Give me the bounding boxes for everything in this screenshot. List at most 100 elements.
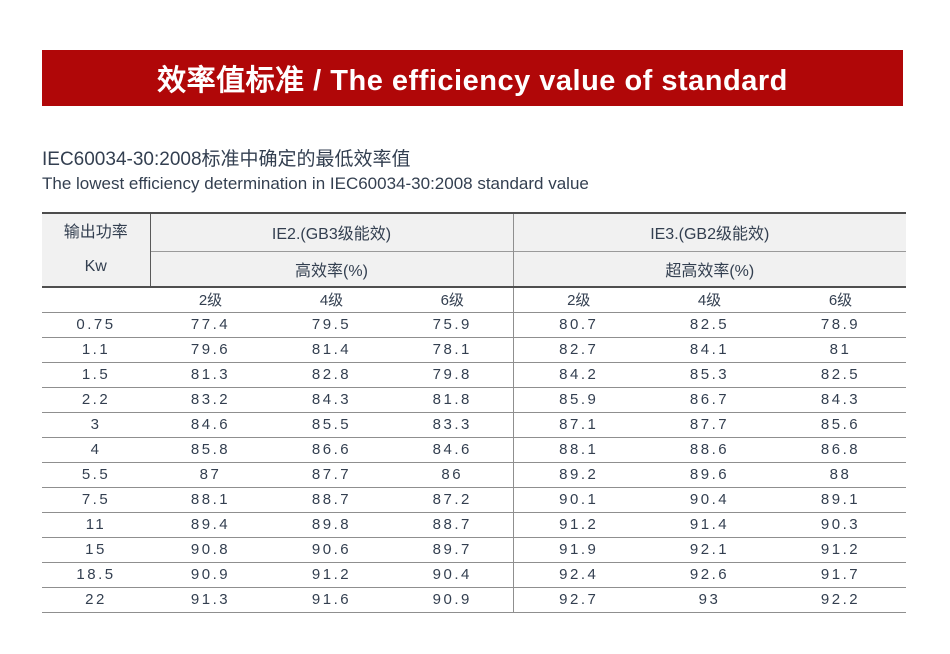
ie3-4p-value: 84.1: [644, 336, 775, 362]
ie3-6p-value: 91.7: [775, 561, 907, 587]
ie3-2p-value: 87.1: [513, 411, 644, 437]
section-header-banner: 效率值标准 / The efficiency value of standard: [42, 50, 903, 106]
ie3-4p-value: 82.5: [644, 311, 775, 337]
ie3-2p-value: 92.7: [513, 586, 644, 613]
poles-header-row: 2级 4级 6级 2级 4级 6级: [42, 286, 907, 312]
ie2-2p-value: 77.4: [150, 311, 271, 337]
ie3-2p-value: 92.4: [513, 561, 644, 587]
ie3-6p-value: 92.2: [775, 586, 907, 613]
ie3-6p-value: 89.1: [775, 486, 907, 512]
ie3-2p-value: 85.9: [513, 386, 644, 412]
ie2-6p-value: 75.9: [392, 311, 514, 337]
ie3-6p-value: 78.9: [775, 311, 907, 337]
kw-value: 4: [42, 436, 150, 462]
ie3-4p-value: 90.4: [644, 486, 775, 512]
kw-value: 3: [42, 411, 150, 437]
ie2-6p-value: 90.9: [392, 586, 514, 613]
output-power-label: 输出功率: [63, 224, 128, 241]
ie3-2p-value: 82.7: [513, 336, 644, 362]
ie2-4p-value: 91.6: [271, 586, 392, 613]
ie3-6p-value: 82.5: [775, 361, 907, 387]
table-row: 7.5 88.1 88.7 87.2 90.1 90.4 89.1: [42, 486, 907, 512]
standard-description: IEC60034-30:2008标准中确定的最低效率值 The lowest e…: [42, 147, 589, 196]
ie2-2p-value: 84.6: [150, 411, 271, 437]
ie3-4p-value: 93: [644, 586, 775, 613]
ie2-6p-value: 90.4: [392, 561, 514, 587]
ie2-group-header: IE2.(GB3级能效): [150, 213, 514, 251]
ie2-2p-value: 91.3: [150, 586, 271, 613]
ie2-4p-value: 84.3: [271, 386, 392, 412]
ie3-6p-value: 90.3: [775, 511, 907, 537]
ie3-2p-value: 91.2: [513, 511, 644, 537]
ie3-4p-value: 87.7: [644, 411, 775, 437]
ie3-4p-value: 92.1: [644, 536, 775, 562]
ie2-6p-value: 84.6: [392, 436, 514, 462]
ie3-6p-value: 86.8: [775, 436, 907, 462]
ie2-2p-value: 85.8: [150, 436, 271, 462]
ie2-6p-value: 86: [392, 461, 514, 487]
ie2-2p-value: 88.1: [150, 486, 271, 512]
ie3-pole-6-header: 6级: [775, 286, 907, 312]
ie2-6p-value: 89.7: [392, 536, 514, 562]
ie2-4p-value: 82.8: [271, 361, 392, 387]
ie3-6p-value: 81: [775, 336, 907, 362]
ie3-2p-value: 88.1: [513, 436, 644, 462]
kw-value: 11: [42, 511, 150, 537]
ie2-6p-value: 79.8: [392, 361, 514, 387]
ie3-4p-value: 88.6: [644, 436, 775, 462]
ie2-4p-value: 91.2: [271, 561, 392, 587]
standard-description-en: The lowest efficiency determination in I…: [42, 174, 589, 193]
ie2-6p-value: 78.1: [392, 336, 514, 362]
table-row: 11 89.4 89.8 88.7 91.2 91.4 90.3: [42, 511, 907, 537]
table-row: 1.1 79.6 81.4 78.1 82.7 84.1 81: [42, 336, 907, 362]
ie2-pole-4-header: 4级: [271, 286, 392, 312]
ie3-2p-value: 90.1: [513, 486, 644, 512]
ie2-2p-value: 90.8: [150, 536, 271, 562]
ie3-6p-value: 85.6: [775, 411, 907, 437]
kw-value: 1.1: [42, 336, 150, 362]
table-row: 18.5 90.9 91.2 90.4 92.4 92.6 91.7: [42, 561, 907, 587]
ie2-2p-value: 87: [150, 461, 271, 487]
table-header-row-groups: 输出功率 Kw IE2.(GB3级能效) IE3.(GB2级能效): [42, 213, 907, 287]
ie3-6p-value: 91.2: [775, 536, 907, 562]
kw-value: 22: [42, 586, 150, 613]
ie2-2p-value: 89.4: [150, 511, 271, 537]
standard-description-zh: IEC60034-30:2008标准中确定的最低效率值: [42, 149, 411, 170]
kw-value: 1.5: [42, 361, 150, 387]
empty-cell: [42, 286, 150, 312]
ie3-4p-value: 91.4: [644, 511, 775, 537]
ie2-subtitle: 高效率(%): [150, 250, 514, 287]
ie3-4p-value: 85.3: [644, 361, 775, 387]
ie3-subtitle: 超高效率(%): [513, 250, 907, 287]
ie2-pole-2-header: 2级: [150, 286, 271, 312]
kw-value: 18.5: [42, 561, 150, 587]
ie2-6p-value: 87.2: [392, 486, 514, 512]
ie3-4p-value: 86.7: [644, 386, 775, 412]
ie3-pole-4-header: 4级: [644, 286, 775, 312]
ie2-2p-value: 90.9: [150, 561, 271, 587]
table-header-row-subtitles: 高效率(%) 超高效率(%): [42, 250, 907, 287]
ie3-pole-2-header: 2级: [513, 286, 644, 312]
kw-unit-label: Kw: [84, 258, 107, 275]
page-title: 效率值标准 / The efficiency value of standard: [157, 65, 788, 97]
ie2-6p-value: 88.7: [392, 511, 514, 537]
ie2-2p-value: 83.2: [150, 386, 271, 412]
ie3-4p-value: 89.6: [644, 461, 775, 487]
kw-value: 15: [42, 536, 150, 562]
ie3-6p-value: 84.3: [775, 386, 907, 412]
table-row: 1.5 81.3 82.8 79.8 84.2 85.3 82.5: [42, 361, 907, 387]
efficiency-table: 输出功率 Kw IE2.(GB3级能效) IE3.(GB2级能效) 高效率(%)…: [42, 212, 907, 613]
kw-value: 2.2: [42, 386, 150, 412]
ie3-2p-value: 84.2: [513, 361, 644, 387]
ie3-2p-value: 89.2: [513, 461, 644, 487]
ie3-2p-value: 80.7: [513, 311, 644, 337]
ie2-4p-value: 88.7: [271, 486, 392, 512]
ie2-4p-value: 90.6: [271, 536, 392, 562]
table-row: 22 91.3 91.6 90.9 92.7 93 92.2: [42, 586, 907, 613]
ie2-4p-value: 81.4: [271, 336, 392, 362]
ie2-2p-value: 81.3: [150, 361, 271, 387]
kw-value: 7.5: [42, 486, 150, 512]
kw-value: 5.5: [42, 461, 150, 487]
ie2-4p-value: 86.6: [271, 436, 392, 462]
kw-value: 0.75: [42, 311, 150, 337]
